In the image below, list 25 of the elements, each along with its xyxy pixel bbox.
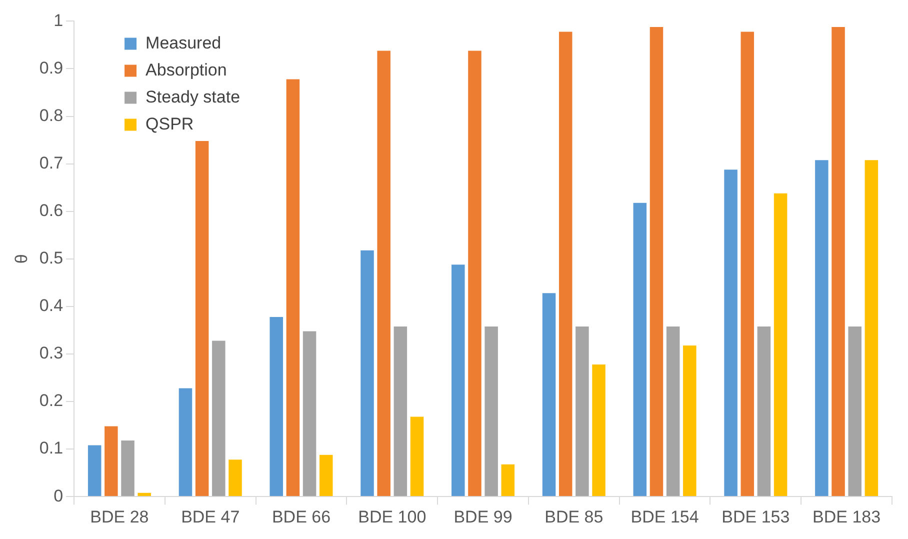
x-tick-label: BDE 153 [722,507,790,526]
x-tick-label: BDE 99 [454,507,512,526]
legend-label: QSPR [146,114,194,134]
y-tick-label: 0 [54,486,64,506]
legend-label: Measured [146,33,222,52]
y-tick-label: 0.7 [39,154,64,173]
y-tick-label: 0.2 [39,391,64,410]
y-tick-label: 0.6 [39,201,64,220]
x-tick-label: BDE 28 [90,507,149,526]
x-tick-label: BDE 183 [812,507,881,526]
y-tick-label: 0.3 [39,344,64,363]
y-tick-label: 0.4 [39,296,64,316]
y-tick-label: 0.5 [39,248,64,268]
legend-label: Steady state [146,87,240,106]
y-tick-label: 0.8 [39,106,64,125]
y-tick-label: 1 [54,10,64,30]
legend-label: Absorption [146,60,227,80]
x-tick-label: BDE 47 [181,507,240,526]
y-axis-title: θ [12,254,31,264]
x-tick-label: BDE 66 [272,507,331,526]
x-tick-label: BDE 100 [358,507,426,526]
y-tick-label: 0.9 [39,58,64,78]
y-tick-label: 0.1 [39,438,64,458]
x-tick-label: BDE 154 [630,507,699,526]
x-tick-label: BDE 85 [544,507,604,526]
